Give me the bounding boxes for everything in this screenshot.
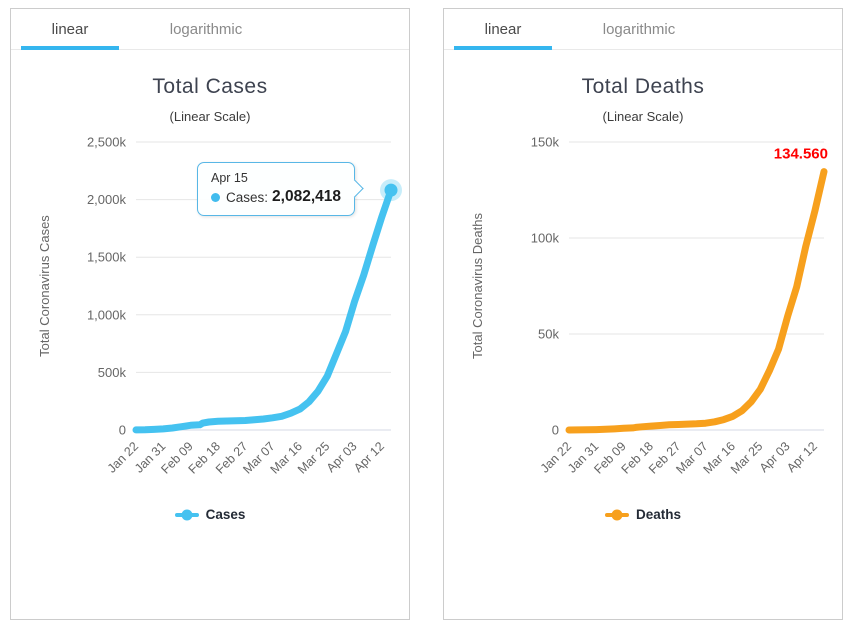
- cases-chart-title: Total Cases: [152, 75, 268, 98]
- deaths-chart-title: Total Deaths: [581, 75, 705, 98]
- series-dot-icon: [211, 192, 220, 202]
- svg-text:50k: 50k: [538, 327, 559, 342]
- deaths-panel: linear logarithmic Total Deaths (Linear …: [443, 8, 843, 620]
- svg-text:150k: 150k: [531, 135, 560, 150]
- tooltip-date: Apr 15: [211, 171, 248, 185]
- deaths-line-marker-icon: [604, 509, 629, 520]
- svg-text:Total Coronavirus Cases: Total Coronavirus Cases: [37, 215, 52, 357]
- svg-text:Total Coronavirus Deaths: Total Coronavirus Deaths: [470, 213, 485, 359]
- deaths-legend-label[interactable]: Deaths: [635, 507, 681, 522]
- cases-tooltip: Apr 15 Cases: 2,082,418: [197, 162, 364, 216]
- tooltip-series-label: Cases:: [226, 189, 269, 205]
- cases-legend[interactable]: Cases: [11, 507, 409, 522]
- cases-tab-logarithmic[interactable]: logarithmic: [169, 21, 243, 38]
- svg-text:134.560: 134.560: [774, 146, 828, 163]
- deaths-chart-subtitle: (Linear Scale): [602, 109, 684, 124]
- svg-text:100k: 100k: [531, 231, 560, 246]
- cases-panel: linear logarithmic Total Cases (Linear S…: [10, 8, 410, 620]
- svg-text:0: 0: [119, 423, 126, 438]
- svg-text:1,500k: 1,500k: [87, 250, 127, 265]
- svg-text:2,500k: 2,500k: [87, 135, 127, 150]
- cases-tab-linear[interactable]: linear: [21, 9, 119, 50]
- deaths-chart-area: 0 50k 100k 150k Jan 22 Jan 31 Feb 09 Feb 18 Feb …: [444, 128, 842, 504]
- tooltip-value: 2,082,418: [272, 188, 341, 205]
- cases-legend-label[interactable]: Cases: [205, 507, 246, 522]
- tooltip-series-row: Cases: 2,082,418: [211, 188, 341, 206]
- svg-text:Apr 12: Apr 12: [351, 439, 387, 475]
- cases-tabs: linear logarithmic: [11, 9, 409, 50]
- deaths-tabs: linear logarithmic: [444, 9, 842, 50]
- cases-chart-subtitle: (Linear Scale): [169, 109, 251, 124]
- svg-text:500k: 500k: [98, 365, 127, 380]
- svg-text:2,000k: 2,000k: [87, 192, 127, 207]
- cases-chart-area: 0 500k 1,000k 1,500k 2,000k 2,500k Jan 22 Jan 3…: [11, 128, 409, 504]
- svg-text:1,000k: 1,000k: [87, 307, 127, 322]
- deaths-tab-logarithmic[interactable]: logarithmic: [602, 21, 676, 38]
- deaths-legend[interactable]: Deaths: [444, 507, 842, 522]
- deaths-tab-linear[interactable]: linear: [454, 9, 552, 50]
- cases-line-marker-icon: [174, 509, 199, 520]
- svg-text:Apr 12: Apr 12: [784, 439, 820, 475]
- svg-text:0: 0: [552, 423, 559, 438]
